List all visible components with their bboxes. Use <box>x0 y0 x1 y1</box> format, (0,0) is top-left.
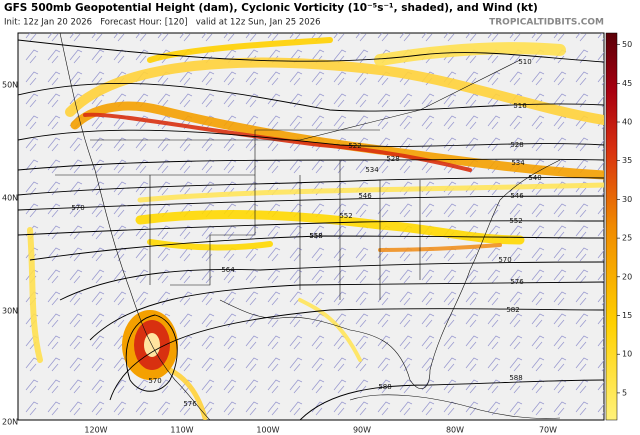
lon-label: 80W <box>446 426 464 435</box>
height-contour <box>18 39 604 63</box>
lat-label: 50N <box>2 81 18 90</box>
colorbar-label: 10 <box>622 350 632 359</box>
boundary <box>349 394 561 419</box>
colorbar-label: 40 <box>622 118 632 127</box>
height-contour <box>29 235 604 261</box>
contour-label: 552 <box>339 212 352 220</box>
vorticity-shading <box>135 210 525 245</box>
contour-label: 552 <box>509 217 522 225</box>
contour-label: 534 <box>365 166 379 174</box>
vorticity-shading <box>137 182 604 203</box>
vorticity-shading <box>298 298 362 362</box>
boundary <box>90 59 521 141</box>
colorbar <box>605 32 618 421</box>
contour-label: 564 <box>221 266 235 274</box>
contour-label: 540 <box>528 174 541 182</box>
height-contour <box>18 195 604 211</box>
height-contour <box>18 158 604 171</box>
vorticity-shading <box>378 243 502 252</box>
vorticity-shading <box>27 227 43 363</box>
height-contour <box>109 308 604 401</box>
vorticity-shading <box>147 37 333 63</box>
colorbar-label: 15 <box>622 311 632 320</box>
contour-label: 558 <box>309 232 322 240</box>
lon-label: 100W <box>256 426 279 435</box>
colorbar-label: 30 <box>622 195 632 204</box>
title: GFS 500mb Geopotential Height (dam), Cyc… <box>4 2 538 14</box>
map-layer: 5105165225285345405465525585645705765825… <box>18 33 604 420</box>
subtitle: Init: 12z Jan 20 2026 Forecast Hour: [12… <box>4 18 321 28</box>
lon-label: 70W <box>539 426 557 435</box>
height-contour <box>18 82 604 112</box>
colorbar-label: 25 <box>622 234 632 243</box>
colorbar-label: 35 <box>622 156 632 165</box>
height-contour <box>59 261 604 301</box>
height-contour <box>18 220 604 236</box>
contour-label: 510 <box>518 58 531 66</box>
contour-label: 528 <box>510 141 523 149</box>
contour-label: 576 <box>510 278 524 286</box>
contour-label: 588 <box>509 374 522 382</box>
boundary <box>219 159 561 389</box>
lat-label: 30N <box>2 307 18 316</box>
vorticity-shading <box>167 367 208 420</box>
contour-label: 534 <box>511 159 525 167</box>
lon-label: 120W <box>84 426 107 435</box>
contour-label: 588 <box>378 383 391 391</box>
boundary <box>55 129 421 300</box>
height-contour <box>18 177 604 196</box>
height-contour <box>299 379 604 420</box>
contour-label: 516 <box>513 102 527 110</box>
vorticity-shading <box>147 239 273 251</box>
contour-label: 570 <box>498 256 511 264</box>
lat-label: 40N <box>2 194 18 203</box>
lon-label: 90W <box>353 426 371 435</box>
colorbar-label: 45 <box>622 79 632 88</box>
height-contour <box>18 129 604 147</box>
contour-label: 522 <box>348 142 361 150</box>
colorbar-label: 5 <box>622 388 627 397</box>
contour-label: 570 <box>71 204 84 212</box>
contour-label: 528 <box>386 155 399 163</box>
colorbar-label: 50 <box>622 40 632 49</box>
lon-label: 110W <box>170 426 193 435</box>
credit: TROPICALTIDBITS.COM <box>489 18 604 28</box>
vorticity-shading <box>70 101 604 180</box>
contour-label: 582 <box>506 306 519 314</box>
height-contour <box>125 314 178 392</box>
contour-label: 570 <box>148 377 161 385</box>
contour-label: 546 <box>358 192 372 200</box>
contour-label: 576 <box>183 400 197 408</box>
colorbar-label: 20 <box>622 272 632 281</box>
contour-label: 546 <box>510 192 524 200</box>
boundary <box>59 33 211 420</box>
lat-label: 20N <box>2 418 18 427</box>
contour-label: 558 <box>309 232 322 240</box>
